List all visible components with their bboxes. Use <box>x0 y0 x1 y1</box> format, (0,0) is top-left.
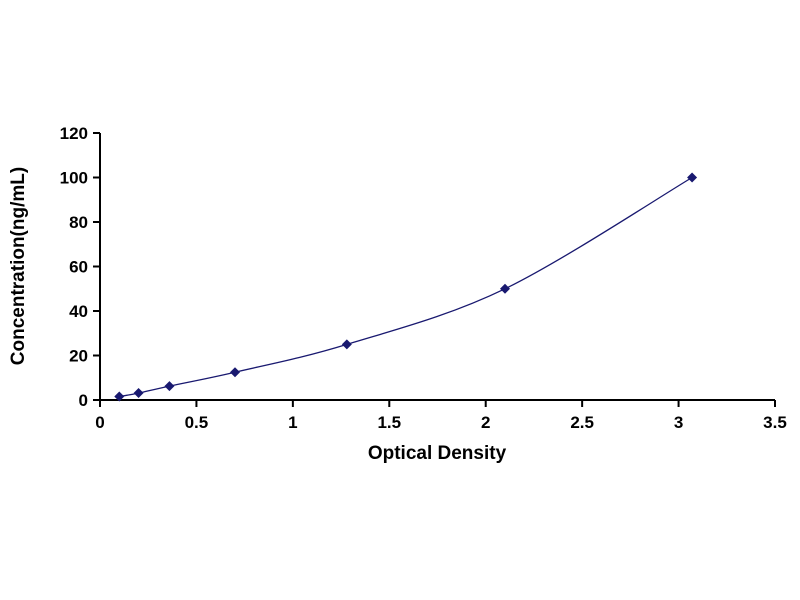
x-tick-label: 3 <box>674 413 683 432</box>
data-point-marker <box>500 283 510 294</box>
y-tick-label: 80 <box>69 213 88 232</box>
data-point-marker <box>133 388 144 399</box>
data-point-marker <box>164 381 175 392</box>
y-tick-label: 120 <box>60 124 88 143</box>
series-line <box>119 176 693 398</box>
y-tick-label: 60 <box>69 258 88 277</box>
data-point-marker <box>114 391 125 402</box>
x-tick-label: 0.5 <box>185 413 209 432</box>
x-tick-label: 1.5 <box>377 413 401 432</box>
x-tick-label: 2 <box>481 413 490 432</box>
x-axis-label: Optical Density <box>368 443 507 464</box>
y-tick-label: 40 <box>69 302 88 321</box>
y-axis-label: Concentration(ng/mL) <box>8 167 29 365</box>
y-tick-label: 100 <box>60 169 88 188</box>
data-point-marker <box>341 339 352 350</box>
x-tick-label: 3.5 <box>763 413 787 432</box>
x-tick-label: 2.5 <box>570 413 594 432</box>
y-tick-label: 0 <box>79 391 88 410</box>
x-tick-label: 1 <box>288 413 297 432</box>
data-point-marker <box>687 172 698 183</box>
data-point-marker <box>230 367 240 378</box>
y-tick-label: 20 <box>69 347 88 366</box>
x-tick-label: 0 <box>95 413 104 432</box>
